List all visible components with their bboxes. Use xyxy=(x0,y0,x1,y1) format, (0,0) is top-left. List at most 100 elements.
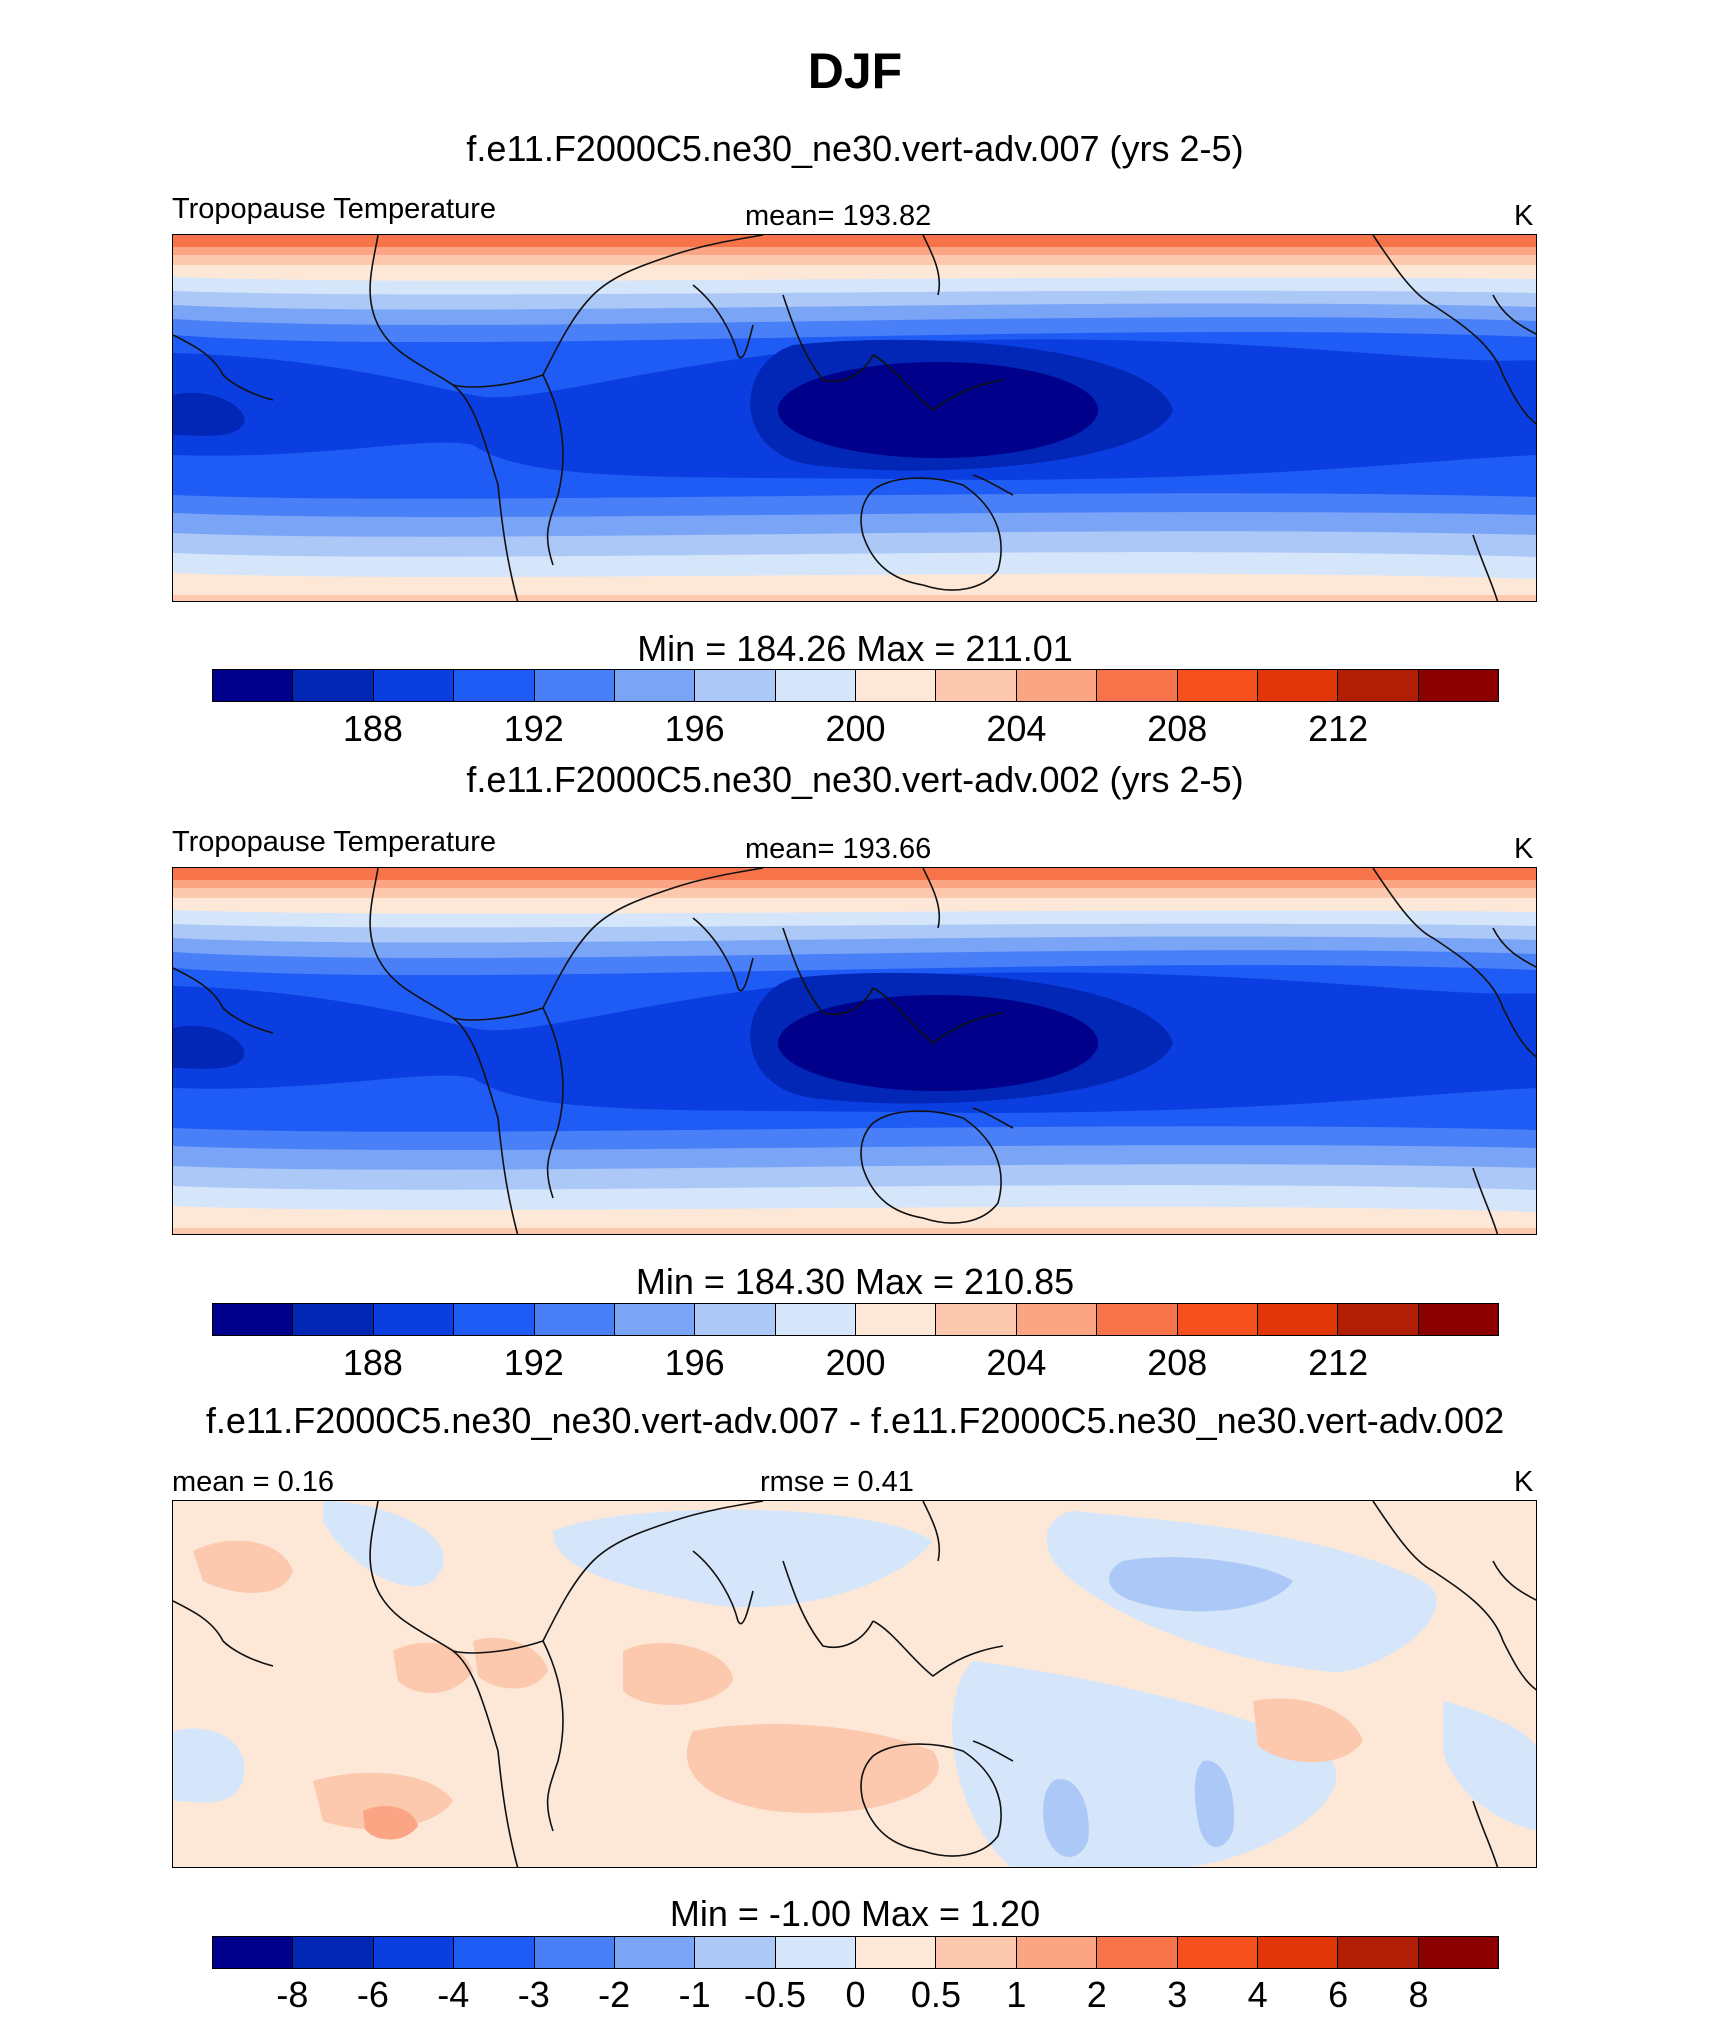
colorbar-swatch xyxy=(1016,1937,1098,1968)
colorbar-tick-label: 0 xyxy=(845,1974,866,2015)
colorbar-swatch xyxy=(1097,1937,1178,1968)
colorbar-swatch xyxy=(293,1304,374,1335)
colorbar-swatch xyxy=(936,1304,1017,1335)
colorbar-swatch xyxy=(1418,1937,1498,1968)
colorbar-tick-label: -2 xyxy=(598,1974,631,2015)
colorbar-tick-label: 2 xyxy=(1086,1974,1107,2015)
colorbar-tick-label: 212 xyxy=(1308,708,1369,749)
panel-3-contour-field xyxy=(173,1501,1536,1867)
colorbar-swatch xyxy=(213,1304,294,1335)
panel-2-mean-label: mean= 193.66 xyxy=(745,833,932,865)
colorbar-swatch xyxy=(373,670,455,701)
panel-2-colorbar-ticks: 188 192 196 200 204 208 212 xyxy=(212,1342,1499,1386)
colorbar-swatch xyxy=(373,1937,455,1968)
colorbar-swatch xyxy=(1338,1937,1419,1968)
panel-2-case-title: f.e11.F2000C5.ne30_ne30.vert-adv.002 (yr… xyxy=(466,759,1244,800)
colorbar-tick-label: 204 xyxy=(986,708,1047,749)
colorbar-tick-label: 1 xyxy=(1006,1974,1027,2015)
colorbar-swatch xyxy=(775,1937,856,1968)
colorbar-swatch xyxy=(1418,670,1498,701)
colorbar-swatch xyxy=(1016,1304,1098,1335)
colorbar-swatch xyxy=(936,670,1017,701)
colorbar-swatch xyxy=(695,1937,776,1968)
colorbar-swatch xyxy=(1257,1937,1339,1968)
colorbar-tick-label: 192 xyxy=(503,1342,564,1383)
colorbar-tick-label: 8 xyxy=(1408,1974,1429,2015)
colorbar-tick-label: -1 xyxy=(678,1974,711,2015)
panel-1-mean-label: mean= 193.82 xyxy=(745,200,932,232)
panel-3-min-max: Min = -1.00 Max = 1.20 xyxy=(669,1893,1041,1934)
colorbar-swatch xyxy=(1097,670,1178,701)
panel-2-min-max: Min = 184.30 Max = 210.85 xyxy=(635,1261,1075,1302)
panel-3-case-title: f.e11.F2000C5.ne30_ne30.vert-adv.007 - f… xyxy=(205,1400,1505,1441)
colorbar-tick-label: 4 xyxy=(1247,1974,1268,2015)
colorbar-tick-label: 188 xyxy=(342,1342,403,1383)
colorbar-swatch xyxy=(534,1937,615,1968)
panel-2-map xyxy=(172,867,1537,1235)
colorbar-swatch xyxy=(1177,1304,1258,1335)
colorbar-swatch xyxy=(1338,670,1419,701)
colorbar-swatch xyxy=(213,670,294,701)
colorbar-swatch xyxy=(695,670,776,701)
colorbar-swatch xyxy=(1418,1304,1498,1335)
colorbar-tick-label: 204 xyxy=(986,1342,1047,1383)
colorbar-swatch xyxy=(1177,1937,1258,1968)
colorbar-tick-label: 6 xyxy=(1328,1974,1349,2015)
colorbar-swatch xyxy=(454,670,535,701)
colorbar-tick-label: 200 xyxy=(825,1342,886,1383)
colorbar-tick-label: 208 xyxy=(1147,1342,1208,1383)
colorbar-tick-label: -3 xyxy=(517,1974,550,2015)
colorbar-tick-label: -4 xyxy=(437,1974,470,2015)
colorbar-swatch xyxy=(775,1304,856,1335)
colorbar-swatch xyxy=(856,1937,937,1968)
colorbar-tick-label: 212 xyxy=(1308,1342,1369,1383)
colorbar-swatch xyxy=(695,1304,776,1335)
colorbar-tick-label: -0.5 xyxy=(744,1974,807,2015)
colorbar-swatch xyxy=(614,670,696,701)
colorbar-tick-label: 196 xyxy=(664,708,725,749)
colorbar-swatch xyxy=(454,1304,535,1335)
colorbar-swatch xyxy=(213,1937,294,1968)
colorbar-tick-label: 196 xyxy=(664,1342,725,1383)
colorbar-swatch xyxy=(856,670,937,701)
colorbar-tick-label: 208 xyxy=(1147,708,1208,749)
panel-3-colorbar xyxy=(212,1936,1499,1969)
panel-2-contour-field xyxy=(173,868,1536,1234)
colorbar-swatch xyxy=(856,1304,937,1335)
colorbar-swatch xyxy=(293,1937,374,1968)
colorbar-swatch xyxy=(534,670,615,701)
panel-1-case-title: f.e11.F2000C5.ne30_ne30.vert-adv.007 (yr… xyxy=(466,128,1244,169)
colorbar-swatch xyxy=(534,1304,615,1335)
panel-3-units-label: K xyxy=(1514,1466,1534,1498)
colorbar-tick-label: -6 xyxy=(356,1974,389,2015)
colorbar-swatch xyxy=(614,1304,696,1335)
colorbar-swatch xyxy=(454,1937,535,1968)
panel-1-map xyxy=(172,234,1537,602)
panel-3-mean-label: mean = 0.16 xyxy=(172,1466,335,1498)
colorbar-swatch xyxy=(1016,670,1098,701)
panel-2-variable-label: Tropopause Temperature xyxy=(172,826,497,858)
colorbar-tick-label: -8 xyxy=(276,1974,309,2015)
colorbar-swatch xyxy=(1257,1304,1339,1335)
panel-1-colorbar xyxy=(212,669,1499,702)
panel-1-contour-field xyxy=(173,235,1536,601)
panel-2-colorbar xyxy=(212,1303,1499,1336)
colorbar-tick-label: 188 xyxy=(342,708,403,749)
panel-1-variable-label: Tropopause Temperature xyxy=(172,193,497,225)
panel-1-min-max: Min = 184.26 Max = 211.01 xyxy=(637,628,1073,669)
figure-title: DJF xyxy=(807,43,903,99)
colorbar-swatch xyxy=(775,670,856,701)
colorbar-swatch xyxy=(373,1304,455,1335)
colorbar-tick-label: 200 xyxy=(825,708,886,749)
panel-3-rmse-label: rmse = 0.41 xyxy=(760,1466,914,1498)
panel-2-units-label: K xyxy=(1514,833,1534,865)
panel-1-units-label: K xyxy=(1514,200,1534,232)
colorbar-swatch xyxy=(1177,670,1258,701)
colorbar-tick-label: 0.5 xyxy=(910,1974,961,2015)
colorbar-swatch xyxy=(936,1937,1017,1968)
panel-3-map xyxy=(172,1500,1537,1868)
panel-3-colorbar-ticks: -8 -6 -4 -3 -2 -1 -0.5 0 0.5 1 2 3 4 6 8 xyxy=(212,1974,1499,2018)
colorbar-swatch xyxy=(1097,1304,1178,1335)
colorbar-swatch xyxy=(1338,1304,1419,1335)
colorbar-swatch xyxy=(1257,670,1339,701)
